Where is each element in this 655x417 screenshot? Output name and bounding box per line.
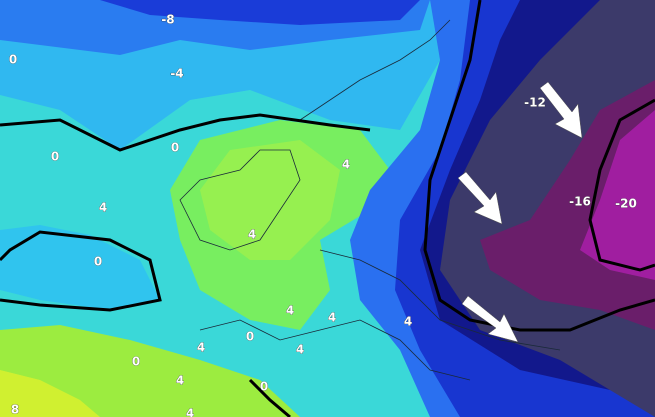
contour-labels: -8 0 -4 -12 0 0 4 -16 -20 4 4 0 4 4 4 0 4 4 0 4 0 8 4 — [9, 12, 638, 417]
contour-label: 4 — [99, 201, 107, 215]
contour-label: 0 — [9, 53, 17, 67]
contour-label: 4 — [186, 407, 194, 417]
arrow — [457, 171, 503, 225]
contour-label: -12 — [524, 96, 546, 110]
isoline — [248, 378, 291, 417]
cold-zone — [100, 0, 420, 25]
arrow — [539, 81, 583, 139]
contour-label: 4 — [286, 304, 294, 318]
contour-label: 0 — [94, 255, 102, 269]
isoline — [0, 113, 371, 152]
arrows — [457, 81, 583, 343]
warm-zone — [200, 140, 340, 260]
coastline — [199, 319, 471, 381]
extreme-cold-zone — [580, 110, 655, 280]
warm-zone — [0, 325, 300, 417]
contour-label: 0 — [132, 355, 140, 369]
contour-label: 0 — [246, 330, 254, 344]
cool-zone — [0, 225, 160, 310]
coastline — [179, 149, 301, 251]
arrow — [461, 295, 519, 343]
contour-label: 4 — [248, 228, 256, 242]
contour-label: -20 — [615, 197, 637, 211]
contour-label: 0 — [260, 380, 268, 394]
contour-label: 8 — [11, 403, 19, 417]
contour-label: -16 — [569, 195, 591, 209]
contour-label: 4 — [197, 341, 205, 355]
contour-label: 4 — [176, 374, 184, 388]
warm-zone — [0, 370, 100, 417]
contour-label: 4 — [342, 158, 350, 172]
contour-label: -4 — [170, 67, 183, 81]
isoline — [0, 230, 162, 312]
contour-label: 4 — [296, 343, 304, 357]
contour-label: 0 — [51, 150, 59, 164]
coastline — [299, 19, 561, 351]
contour-label: -8 — [161, 13, 174, 27]
isoline — [588, 98, 655, 272]
contour-label: 0 — [171, 141, 179, 155]
contour-label: 4 — [328, 311, 336, 325]
contour-label: 4 — [404, 315, 412, 329]
isoline — [423, 0, 655, 332]
